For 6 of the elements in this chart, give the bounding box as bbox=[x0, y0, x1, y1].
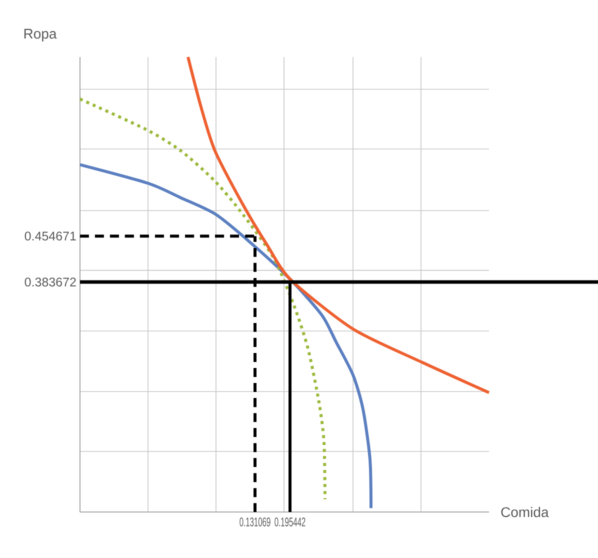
y-axis-title: Ropa bbox=[24, 28, 57, 42]
y-tick-label: 0.454671 bbox=[24, 232, 76, 240]
x-tick-label: 0.195442 bbox=[274, 518, 306, 526]
y-tick-label: 0.383672 bbox=[24, 278, 76, 286]
x-tick-label: 0.131069 bbox=[240, 518, 270, 526]
x-axis-title: Comida bbox=[501, 506, 549, 518]
